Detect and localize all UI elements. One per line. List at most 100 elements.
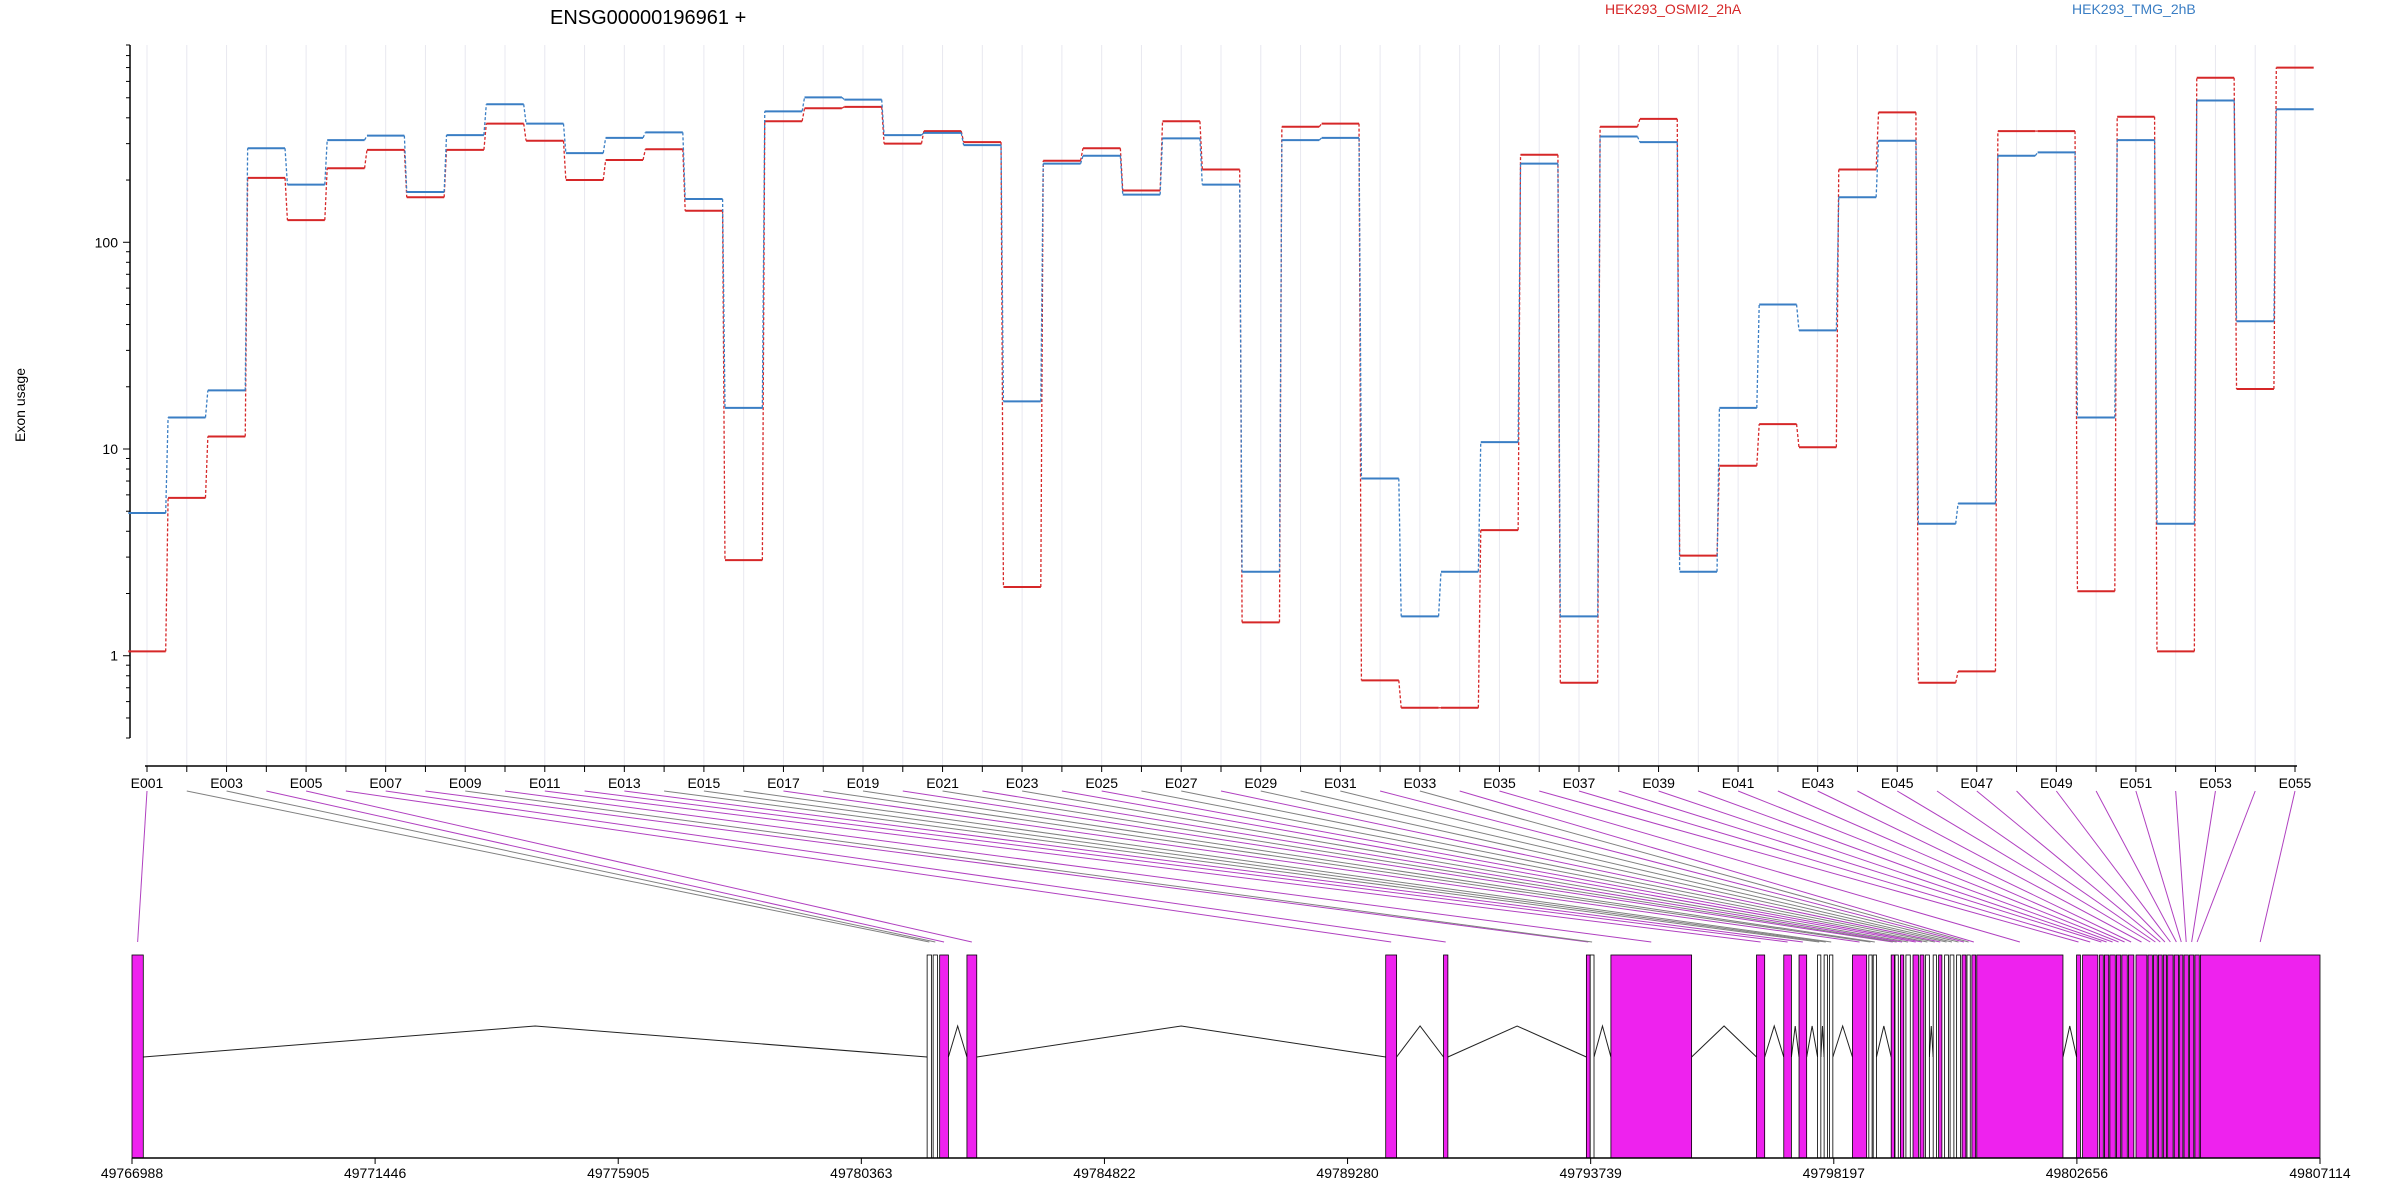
connector-e055 [2259, 790, 2296, 943]
intron-arc [1928, 1025, 1934, 1058]
connector-e024 [1061, 790, 1916, 943]
series-connector [921, 132, 925, 136]
x-tick-label-e027: E027 [1165, 775, 1198, 791]
series-connector [1676, 118, 1681, 556]
series-connector [2193, 77, 2198, 652]
x-tick-label-e041: E041 [1722, 775, 1755, 791]
intron-arc [1790, 1025, 1800, 1058]
exon-box-46 [2153, 954, 2158, 1159]
x-tick-label-e053: E053 [2199, 775, 2232, 791]
exon-box-7 [1443, 954, 1449, 1159]
x-tick-label-e001: E001 [131, 775, 164, 791]
series-b [128, 96, 2314, 618]
x-tick-label-e019: E019 [847, 775, 880, 791]
x-tick-label-e023: E023 [1006, 775, 1039, 791]
series-connector [2273, 109, 2277, 322]
series-connector [1636, 136, 1641, 143]
exon-box-49 [2167, 954, 2174, 1159]
exon-box-27 [1932, 954, 1937, 1159]
series-connector [1915, 140, 1919, 524]
series-connector [1557, 154, 1561, 683]
connector-e048 [2016, 790, 2166, 943]
series-connector [1716, 407, 1721, 572]
series-connector [1119, 155, 1124, 195]
genomic-tick-label: 49789280 [1316, 1165, 1379, 1181]
exon-box-54 [2194, 954, 2200, 1159]
exon-box-12 [1783, 954, 1792, 1159]
connector-e028 [1220, 790, 1941, 943]
series-connector [1756, 304, 1760, 408]
exon-box-6 [1385, 954, 1398, 1159]
connector-e011 [544, 790, 1761, 943]
exon-box-55 [2199, 954, 2321, 1159]
exon-box-10 [1610, 954, 1693, 1159]
series-connector [1318, 123, 1323, 128]
series-connector [2193, 100, 2198, 524]
x-tick-label-e025: E025 [1085, 775, 1118, 791]
genomic-tick-label: 49784822 [1073, 1165, 1136, 1181]
exon-box-48 [2162, 954, 2167, 1159]
legend-series-a: HEK293_OSMI2_2hA [1605, 1, 1742, 17]
series-connector [284, 148, 289, 185]
connector-e003 [226, 790, 936, 943]
x-tick-label-e035: E035 [1483, 775, 1516, 791]
connector-e044 [1857, 790, 2142, 943]
exon-box-25 [1919, 954, 1925, 1159]
x-tick-label-e009: E009 [449, 775, 482, 791]
legend-series-b: HEK293_TMG_2hB [2072, 1, 2196, 17]
connector-e023 [1022, 790, 1909, 943]
series-connector [523, 104, 527, 124]
connector-e007 [385, 790, 1446, 943]
exon-box-43 [2127, 954, 2135, 1159]
connector-e002 [186, 790, 930, 943]
series-connector [1756, 424, 1760, 466]
exon-box-34 [1971, 954, 1977, 1159]
series-connector [1437, 571, 1442, 617]
exon-box-17 [1852, 954, 1868, 1159]
exon-box-41 [2115, 954, 2122, 1159]
series-connector [1000, 142, 1005, 588]
genomic-tick-label: 49771446 [344, 1165, 407, 1181]
series-connector [324, 168, 328, 221]
connector-e027 [1181, 790, 1935, 943]
series-connector [204, 436, 209, 498]
connector-e053 [2191, 790, 2216, 943]
y-tick-label: 1 [110, 648, 118, 664]
exon-box-37 [2082, 954, 2099, 1159]
x-tick-label-e013: E013 [608, 775, 641, 791]
series-connector [2114, 116, 2118, 592]
gene-model-layer [131, 954, 2321, 1159]
exon-box-45 [2147, 954, 2153, 1159]
exon-box-50 [2173, 954, 2179, 1159]
series-connector [642, 149, 647, 161]
series-connector [801, 97, 806, 112]
exon-box-18 [1868, 954, 1873, 1159]
connector-e029 [1260, 790, 1947, 943]
series-connector [2153, 116, 2158, 652]
connector-e054 [2196, 790, 2256, 943]
genomic-tick-label: 49793739 [1560, 1165, 1623, 1181]
connector-e016 [743, 790, 1832, 943]
intron-arc [1691, 1025, 1757, 1058]
series-connector [1358, 137, 1363, 479]
exon-box-21 [1894, 954, 1899, 1159]
x-tick-label-e045: E045 [1881, 775, 1914, 791]
intron-arc [1593, 1024, 1612, 1058]
exon-box-30 [1949, 954, 1955, 1159]
connector-e012 [584, 790, 1788, 943]
x-tick-label-e031: E031 [1324, 775, 1357, 791]
series-connector [244, 177, 249, 437]
genomic-tick-label: 49780363 [830, 1165, 893, 1181]
genomic-axis-layer: 49766988 49771446 49775905 49780363 49784822… [101, 1157, 2351, 1181]
connector-e045 [1896, 790, 2151, 943]
connector-e026 [1141, 790, 1928, 943]
series-connector [443, 135, 448, 193]
connector-e037 [1578, 790, 2091, 943]
series-connector [602, 137, 607, 154]
x-tick-label-e049: E049 [2040, 775, 2073, 791]
y-axis-label: Exon usage [12, 368, 28, 442]
exon-box-1 [131, 954, 144, 1159]
series-connector [483, 123, 487, 150]
exon-box-3 [932, 954, 938, 1159]
exon-box-9 [1589, 954, 1595, 1159]
